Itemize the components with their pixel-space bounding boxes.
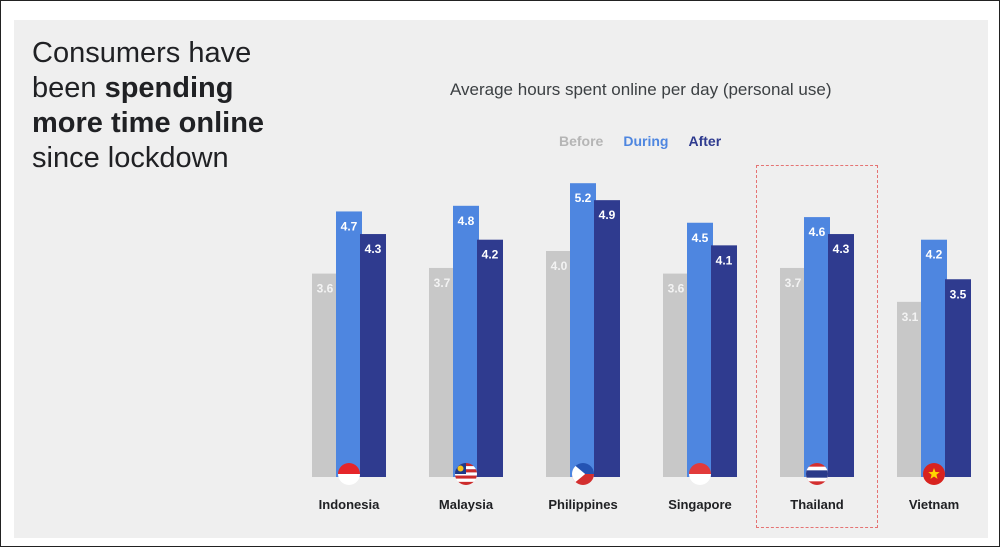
malaysia-flag-icon [455,463,477,485]
data-label-vietnam-before: 3.1 [902,310,919,324]
bar-malaysia-before [429,267,455,477]
category-label-vietnam: Vietnam [909,497,959,512]
category-label-indonesia: Indonesia [319,497,380,512]
data-label-indonesia-before: 3.6 [317,282,334,296]
bar-singapore-during [687,222,713,477]
bar-thailand-after [828,234,854,477]
thailand-flag-icon [806,463,828,485]
data-label-philippines-after: 4.9 [599,208,616,222]
data-label-malaysia-during: 4.8 [458,214,475,228]
headline-line-3: more time online [32,107,265,139]
legend-during: During [623,133,669,149]
headline-line-4: since lockdown [32,142,229,174]
singapore-flag-icon [689,463,711,485]
headline: Consumers have been spending more time o… [32,36,332,176]
chart-title: Average hours spent online per day (pers… [450,80,832,99]
bar-philippines-before [546,251,572,477]
category-label-singapore: Singapore [668,497,732,512]
bar-vietnam-after [945,279,971,477]
bar-philippines-during [570,183,596,477]
highlight-box-thailand [756,165,878,528]
bar-indonesia-before [312,273,338,477]
bar-thailand-during [804,217,830,477]
bar-thailand-before [780,267,806,477]
legend-before: Before [559,133,604,149]
bar-indonesia-during [336,211,362,477]
headline-line-2: been spending [32,72,234,104]
data-label-thailand-before: 3.7 [785,276,802,290]
category-label-philippines: Philippines [548,497,617,512]
data-label-thailand-after: 4.3 [833,242,850,256]
bar-malaysia-during [453,205,479,478]
data-label-singapore-before: 3.6 [668,282,685,296]
bar-singapore-before [663,273,689,477]
bar-philippines-after [594,200,620,477]
bar-indonesia-after [360,234,386,477]
category-label-thailand: Thailand [790,497,844,512]
data-label-malaysia-after: 4.2 [482,248,499,262]
bar-malaysia-after [477,239,503,477]
bar-vietnam-before [897,301,923,477]
bar-singapore-after [711,245,737,477]
data-label-malaysia-before: 3.7 [434,276,451,290]
indonesia-flag-icon [338,463,360,485]
data-label-philippines-during: 5.2 [575,191,592,205]
legend: Before During After [559,133,721,149]
philippines-flag-icon [572,463,594,485]
data-label-thailand-during: 4.6 [809,225,826,239]
headline-line-1: Consumers have [32,37,252,69]
data-label-singapore-after: 4.1 [716,253,733,267]
bar-vietnam-during [921,239,947,477]
legend-after: After [688,133,722,149]
category-label-malaysia: Malaysia [439,497,494,512]
data-label-singapore-during: 4.5 [692,231,709,245]
data-label-indonesia-after: 4.3 [365,242,382,256]
vietnam-flag-icon [923,463,945,485]
data-label-vietnam-during: 4.2 [926,248,943,262]
data-label-indonesia-during: 4.7 [341,219,358,233]
data-label-philippines-before: 4.0 [551,259,568,273]
data-label-vietnam-after: 3.5 [950,287,967,301]
